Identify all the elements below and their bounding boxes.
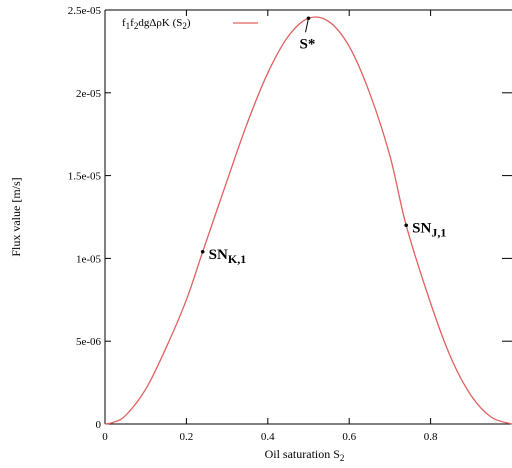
y-axis-label: Flux value [m/s] — [9, 177, 23, 256]
annotation-marker — [200, 249, 205, 254]
legend: f1f2dgΔρK (S2) — [122, 17, 258, 31]
axes — [104, 9, 512, 425]
y-tick-label: 1e-05 — [76, 253, 102, 265]
annotation-label: SNK,1 — [209, 247, 247, 266]
x-tick-label: 0.2 — [180, 431, 194, 443]
annotation-marker — [404, 223, 408, 228]
series-line — [104, 16, 512, 425]
x-tick-label: 0.8 — [424, 431, 438, 443]
y-tick-label: 5e-06 — [76, 336, 102, 348]
x-axis-label: Oil saturation S2 — [265, 447, 345, 463]
y-tick-label: 2.5e-05 — [68, 5, 102, 17]
x-tick-label: 0.4 — [261, 431, 275, 443]
x-tick-label: 0.6 — [342, 431, 356, 443]
y-tick-label: 2e-05 — [76, 88, 102, 100]
ticks: 0 0.2 0.4 0.6 0.8 0 5e-06 1e-05 1.5e-05 2e-05 2.5e… — [68, 5, 512, 443]
series-layer — [104, 16, 512, 425]
annotations: S* SNK,1 SNJ,1 — [200, 16, 446, 266]
y-tick-label: 0 — [96, 419, 102, 431]
annotation-label: S* — [300, 36, 316, 52]
x-tick-label: 0 — [102, 431, 108, 443]
legend-label: f1f2dgΔρK (S2) — [122, 17, 191, 31]
annotation-label: SNJ,1 — [412, 220, 446, 239]
annotation-pointer — [305, 18, 309, 33]
y-tick-label: 1.5e-05 — [68, 171, 102, 183]
